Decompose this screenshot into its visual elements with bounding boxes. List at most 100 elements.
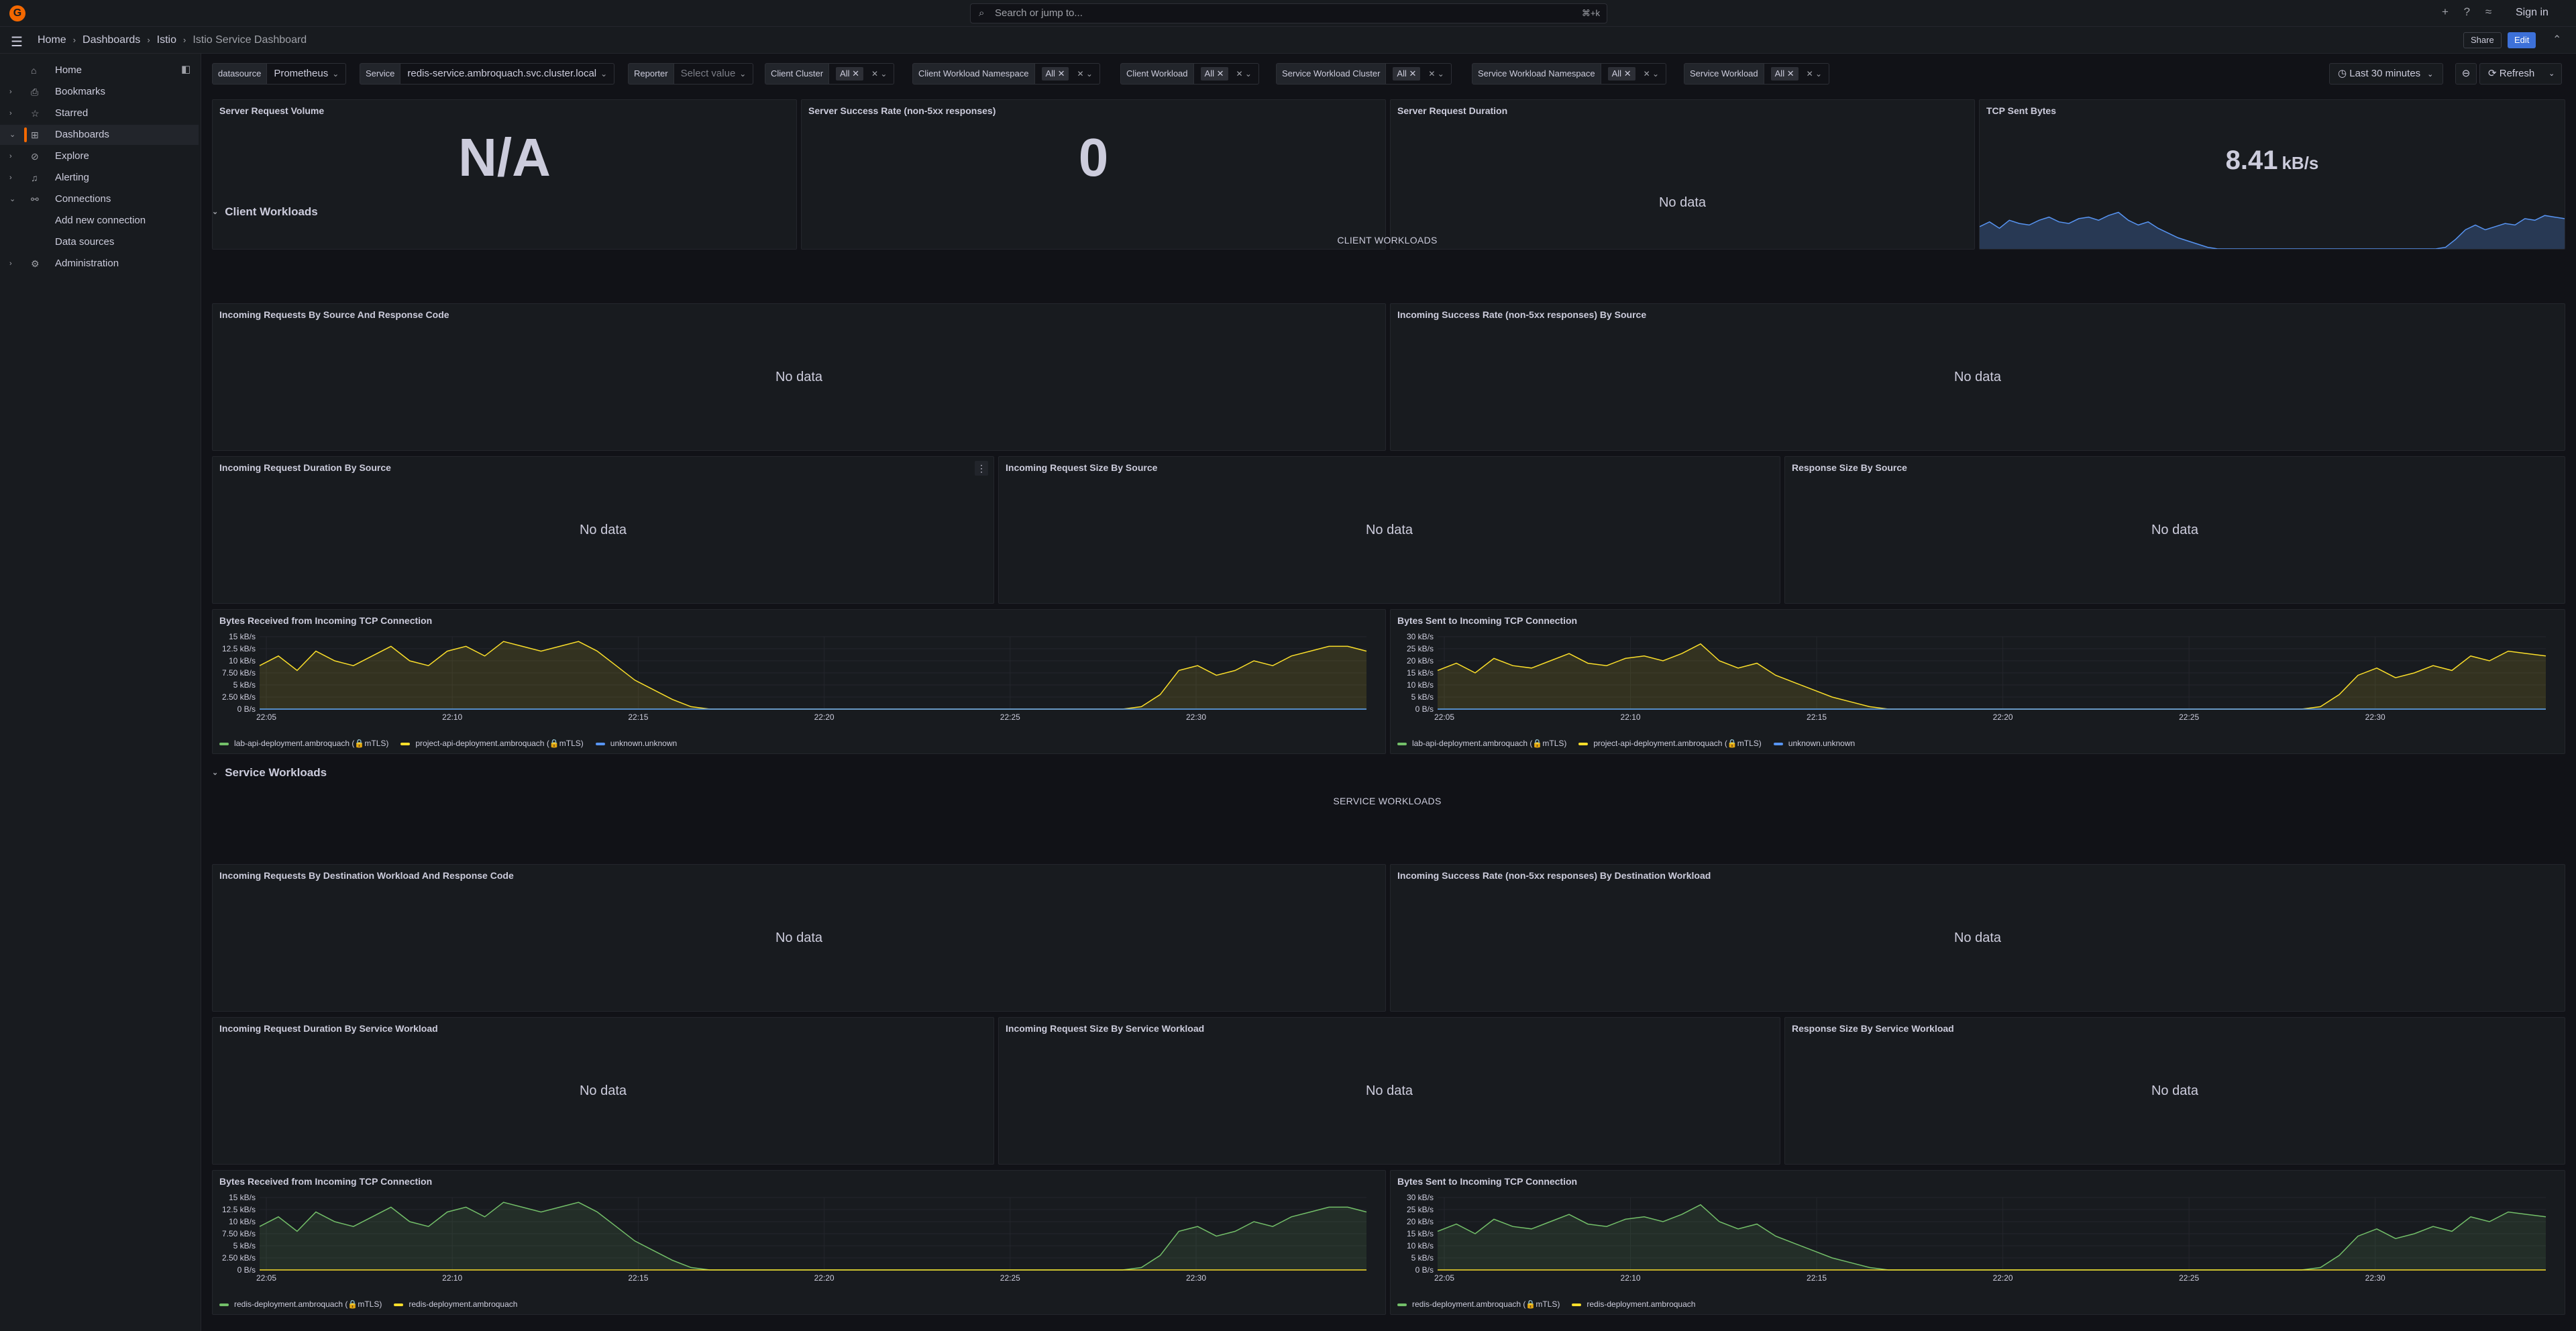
- legend: lab-api-deployment.ambroquach (🔒mTLS) pro…: [1397, 739, 1867, 748]
- var-client-cluster[interactable]: Client Cluster All ✕ ✕ ⌄: [765, 63, 895, 85]
- sidebar-item-dashboards[interactable]: ⌄ ⊞ Dashboards: [0, 125, 199, 145]
- search-shortcut: ⌘+k: [1581, 8, 1600, 18]
- dock-menu-icon[interactable]: ◧: [181, 64, 191, 75]
- share-button[interactable]: Share: [2463, 32, 2502, 48]
- var-service-workload[interactable]: Service Workload All ✕ ✕ ⌄: [1684, 63, 1830, 85]
- series-area: [260, 1202, 1366, 1270]
- legend-item[interactable]: lab-api-deployment.ambroquach (🔒mTLS): [1397, 739, 1566, 748]
- zoom-out-button[interactable]: ⊖: [2455, 63, 2477, 85]
- row-service-workloads[interactable]: ⌄ Service Workloads: [212, 766, 327, 779]
- sidebar-item-explore[interactable]: › ⊘ Explore: [0, 146, 199, 166]
- breadcrumb-istio[interactable]: Istio: [156, 34, 176, 46]
- panel-incoming-requests-by-destination[interactable]: Incoming Requests By Destination Workloa…: [212, 864, 1386, 1012]
- x-tick-label: 22:10: [1621, 712, 1641, 722]
- x-tick-label: 22:25: [2179, 712, 2199, 722]
- var-client-workload[interactable]: Client Workload All ✕ ✕ ⌄: [1120, 63, 1259, 85]
- x-tick-label: 22:20: [814, 712, 835, 722]
- x-tick-label: 22:25: [1000, 712, 1020, 722]
- var-service[interactable]: Service redis-service.ambroquach.svc.clu…: [360, 63, 615, 85]
- var-service-cluster[interactable]: Service Workload Cluster All ✕ ✕ ⌄: [1276, 63, 1452, 85]
- panel-server-request-duration[interactable]: Server Request Duration No data: [1390, 99, 1975, 250]
- panel-client-tcp-received[interactable]: Bytes Received from Incoming TCP Connect…: [212, 609, 1386, 754]
- time-range-picker[interactable]: ◷ Last 30 minutes ⌄: [2329, 63, 2444, 85]
- legend-item[interactable]: redis-deployment.ambroquach: [394, 1299, 517, 1309]
- series-area: [1438, 1204, 2546, 1270]
- y-tick-label: 0 B/s: [237, 1265, 256, 1275]
- y-tick-label: 5 kB/s: [233, 1241, 256, 1250]
- panel-incoming-size-by-service[interactable]: Incoming Request Size By Service Workloa…: [998, 1017, 1780, 1165]
- x-tick-label: 22:30: [2365, 1273, 2385, 1283]
- panel-incoming-duration-by-source[interactable]: Incoming Request Duration By Source ⋮ No…: [212, 456, 994, 604]
- legend-item[interactable]: lab-api-deployment.ambroquach (🔒mTLS): [219, 739, 388, 748]
- panel-server-request-volume[interactable]: Server Request Volume N/A: [212, 99, 797, 250]
- chevron-up-icon[interactable]: ⌃: [2553, 34, 2562, 46]
- var-datasource[interactable]: datasource Prometheus ⌄: [212, 63, 347, 85]
- row-client-workloads[interactable]: ⌄ Client Workloads: [212, 205, 318, 218]
- sidebar-item-data-sources[interactable]: Data sources: [55, 236, 115, 248]
- legend-swatch: [1572, 1303, 1582, 1306]
- y-tick-label: 2.50 kB/s: [222, 692, 256, 702]
- x-tick-label: 22:15: [628, 1273, 648, 1283]
- news-icon[interactable]: ≈: [2485, 5, 2492, 18]
- breadcrumb-dashboards[interactable]: Dashboards: [83, 34, 141, 46]
- panel-service-tcp-received[interactable]: Bytes Received from Incoming TCP Connect…: [212, 1170, 1386, 1315]
- panel-tcp-sent-bytes[interactable]: TCP Sent Bytes 8.41 kB/s: [1979, 99, 2565, 250]
- panel-response-size-by-service[interactable]: Response Size By Service Workload No dat…: [1784, 1017, 2565, 1165]
- legend-item[interactable]: project-api-deployment.ambroquach (🔒mTLS…: [1578, 739, 1762, 748]
- legend-item[interactable]: project-api-deployment.ambroquach (🔒mTLS…: [400, 739, 584, 748]
- sidebar-item-bookmarks[interactable]: › ⎙ Bookmarks: [0, 82, 199, 102]
- legend-label: project-api-deployment.ambroquach (🔒mTLS…: [1593, 739, 1762, 748]
- sidebar-item-connections[interactable]: ⌄ ⚯ Connections: [0, 189, 199, 209]
- x-tick-label: 22:05: [1434, 712, 1454, 722]
- sidebar-item-add-connection[interactable]: Add new connection: [55, 215, 146, 226]
- x-tick-label: 22:25: [1000, 1273, 1020, 1283]
- sign-in-link[interactable]: Sign in: [2516, 7, 2548, 18]
- refresh-button[interactable]: ⟳ Refresh ⌄: [2479, 63, 2563, 85]
- panel-client-tcp-sent[interactable]: Bytes Sent to Incoming TCP Connection 30…: [1390, 609, 2565, 754]
- panel-incoming-requests-by-source[interactable]: Incoming Requests By Source And Response…: [212, 303, 1386, 451]
- y-tick-label: 10 kB/s: [229, 1217, 256, 1226]
- var-reporter[interactable]: Reporter Select value ⌄: [628, 63, 754, 85]
- sparkline-area: [1980, 212, 2565, 249]
- legend-item[interactable]: redis-deployment.ambroquach (🔒mTLS): [1397, 1299, 1560, 1309]
- panel-response-size-by-source[interactable]: Response Size By Source No data: [1784, 456, 2565, 604]
- sidebar-item-administration[interactable]: › ⚙ Administration: [0, 254, 199, 274]
- help-icon[interactable]: ?: [2463, 5, 2471, 18]
- panel-incoming-success-by-destination[interactable]: Incoming Success Rate (non-5xx responses…: [1390, 864, 2565, 1012]
- legend-item[interactable]: unknown.unknown: [1773, 739, 1855, 748]
- edit-button[interactable]: Edit: [2508, 32, 2536, 48]
- no-data-text: No data: [579, 1083, 627, 1098]
- var-service-namespace[interactable]: Service Workload Namespace All ✕ ✕ ⌄: [1472, 63, 1667, 85]
- x-tick-label: 22:30: [1186, 712, 1206, 722]
- sidebar-item-starred[interactable]: › ☆ Starred: [0, 103, 199, 123]
- panel-incoming-size-by-source[interactable]: Incoming Request Size By Source No data: [998, 456, 1780, 604]
- grafana-logo-icon[interactable]: G: [9, 5, 25, 21]
- var-client-namespace[interactable]: Client Workload Namespace All ✕ ✕ ⌄: [912, 63, 1100, 85]
- legend-item[interactable]: redis-deployment.ambroquach (🔒mTLS): [219, 1299, 382, 1309]
- menu-icon[interactable]: ☰: [11, 35, 23, 50]
- panel-menu-icon[interactable]: ⋮: [975, 461, 988, 476]
- x-tick-label: 22:20: [1993, 1273, 2013, 1283]
- legend-item[interactable]: redis-deployment.ambroquach: [1572, 1299, 1695, 1309]
- panel-incoming-duration-by-service[interactable]: Incoming Request Duration By Service Wor…: [212, 1017, 994, 1165]
- legend-swatch: [1397, 1303, 1407, 1306]
- y-tick-label: 30 kB/s: [1407, 1193, 1434, 1202]
- legend-item[interactable]: unknown.unknown: [595, 739, 677, 748]
- panel-incoming-success-by-source[interactable]: Incoming Success Rate (non-5xx responses…: [1390, 303, 2565, 451]
- panel-service-tcp-sent[interactable]: Bytes Sent to Incoming TCP Connection 30…: [1390, 1170, 2565, 1315]
- no-data-text: No data: [1365, 1083, 1413, 1098]
- x-tick-label: 22:10: [442, 1273, 462, 1283]
- service-workloads-text: SERVICE WORKLOADS: [1333, 796, 1442, 806]
- plus-icon[interactable]: +: [2442, 5, 2449, 18]
- legend-label: redis-deployment.ambroquach (🔒mTLS): [1412, 1299, 1560, 1309]
- sidebar-item-home[interactable]: ⌂ Home: [0, 60, 199, 81]
- search-input[interactable]: ⌕ Search or jump to... ⌘+k: [970, 3, 1607, 23]
- sidebar-item-alerting[interactable]: › ♫ Alerting: [0, 168, 199, 188]
- legend-label: redis-deployment.ambroquach (🔒mTLS): [234, 1299, 382, 1309]
- client-workloads-text: CLIENT WORKLOADS: [1337, 235, 1438, 246]
- x-tick-label: 22:05: [256, 1273, 276, 1283]
- y-tick-label: 30 kB/s: [1407, 632, 1434, 641]
- breadcrumb-home[interactable]: Home: [38, 34, 66, 46]
- bell-icon: ♫: [31, 172, 38, 183]
- panel-server-success-rate[interactable]: Server Success Rate (non-5xx responses) …: [801, 99, 1386, 250]
